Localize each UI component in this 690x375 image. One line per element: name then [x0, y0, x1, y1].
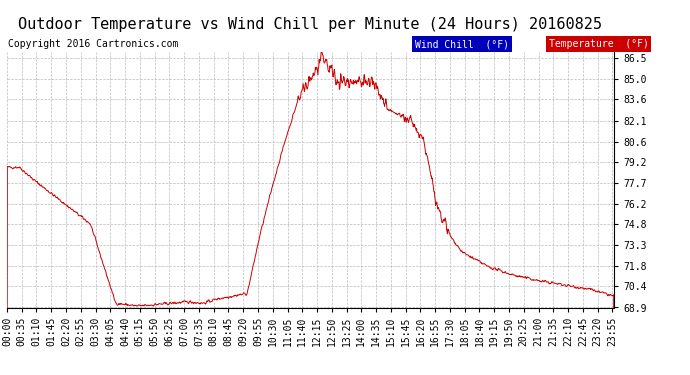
Text: Wind Chill  (°F): Wind Chill (°F) — [415, 39, 509, 50]
Text: Temperature  (°F): Temperature (°F) — [549, 39, 649, 50]
Text: Outdoor Temperature vs Wind Chill per Minute (24 Hours) 20160825: Outdoor Temperature vs Wind Chill per Mi… — [19, 17, 602, 32]
Text: Copyright 2016 Cartronics.com: Copyright 2016 Cartronics.com — [8, 39, 179, 50]
